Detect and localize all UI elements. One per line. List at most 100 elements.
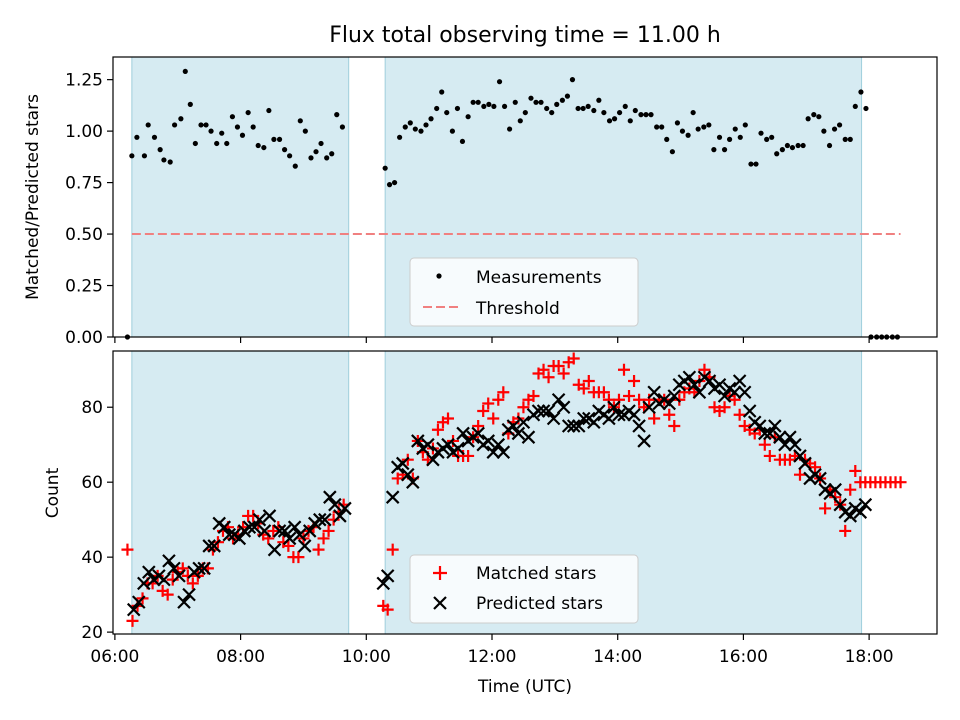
measurement-point — [292, 163, 298, 169]
matched-star-point — [527, 389, 540, 402]
measurement-point — [659, 124, 665, 130]
measurement-point — [737, 134, 743, 140]
predicted-star-point — [536, 404, 551, 418]
measurement-point — [507, 126, 513, 132]
predicted-star-point — [182, 587, 196, 602]
matched-star-point — [386, 543, 399, 556]
measurement-point — [198, 122, 204, 128]
measurement-point — [779, 147, 785, 153]
predicted-star-point — [853, 505, 868, 519]
measurement-point — [423, 122, 429, 128]
top-plot-frame — [112, 56, 938, 338]
matched-star-point — [577, 382, 590, 395]
predicted-star-point — [252, 512, 267, 527]
measurement-point — [339, 124, 346, 130]
measurement-point — [444, 109, 450, 116]
predicted-star-point — [732, 374, 747, 388]
measurement-point — [308, 155, 314, 161]
top-y-tick-label: 0.00 — [65, 328, 103, 348]
matched-star-point — [582, 374, 595, 387]
measurement-point — [496, 79, 503, 85]
measurement-point — [182, 68, 188, 75]
measurement-point — [334, 112, 340, 118]
measurement-point — [287, 153, 293, 159]
measurement-point — [554, 101, 560, 107]
top-y-ticks: 0.00 0.25 0.50 0.75 1.00 1.25 — [65, 71, 113, 348]
measurement-point — [726, 136, 733, 142]
measurement-point — [847, 136, 853, 142]
measurement-point — [616, 109, 623, 116]
measurement-point — [386, 182, 393, 188]
measurement-point — [695, 126, 701, 132]
matched-star-point — [663, 408, 676, 421]
measurement-point — [224, 140, 230, 147]
measurement-point — [852, 103, 858, 110]
measurement-point — [585, 103, 591, 110]
top-y-tick-label: 1.00 — [65, 122, 103, 142]
predicted-star-point — [471, 426, 485, 441]
measurement-point — [203, 122, 209, 128]
measurement-point — [706, 122, 712, 128]
measurement-point — [758, 130, 764, 136]
predicted-star-point — [551, 392, 566, 407]
measurement-point — [402, 124, 408, 130]
predicted-star-point — [491, 437, 506, 452]
predicted-star-point — [177, 595, 191, 609]
measurement-point — [145, 122, 151, 128]
measurement-point — [454, 105, 461, 112]
bottom-y-ticks: 20 40 60 80 — [81, 398, 113, 643]
measurement-point — [501, 103, 508, 110]
predicted-star-point — [602, 411, 616, 426]
matched-star-point — [648, 412, 661, 425]
top-shaded-interval — [131, 56, 350, 338]
measurement-point — [622, 103, 628, 110]
predicted-star-point — [692, 385, 707, 400]
predicted-star-point — [192, 561, 206, 576]
top-y-tick-label: 0.75 — [65, 174, 103, 194]
predicted-star-point — [511, 426, 526, 441]
measurement-point — [470, 99, 476, 105]
top-legend-box — [409, 257, 639, 327]
matched-star-point — [623, 389, 636, 402]
predicted-star-point — [612, 407, 626, 422]
measurement-point — [685, 132, 691, 138]
predicted-star-point — [778, 437, 792, 452]
predicted-star-point — [783, 430, 797, 444]
measurement-point — [549, 109, 555, 116]
measurement-point — [522, 109, 528, 116]
bottom-y-tick-label: 40 — [81, 548, 103, 568]
predicted-star-point — [828, 482, 842, 497]
matched-star-point — [487, 412, 500, 425]
measurement-point — [255, 142, 261, 149]
x-tick-label: 10:00 — [342, 647, 391, 667]
predicted-star-point — [506, 419, 521, 433]
predicted-star-point — [682, 370, 697, 385]
predicted-star-point — [380, 569, 395, 583]
predicted-star-point — [426, 452, 440, 467]
measurement-point — [329, 151, 335, 157]
measurement-point — [397, 134, 403, 140]
matched-star-point — [537, 363, 550, 376]
predicted-star-point — [486, 445, 501, 459]
measurement-point — [157, 147, 163, 153]
predicted-star-point — [742, 404, 757, 418]
bottom-legend-box — [409, 554, 639, 624]
matched-star-point — [698, 363, 711, 376]
measurement-point — [141, 153, 148, 159]
predicted-star-point — [282, 531, 297, 546]
predicted-star-point — [411, 434, 425, 448]
bottom-y-axis-label: Count — [43, 467, 63, 518]
predicted-star-point — [207, 539, 221, 553]
matched-star-point — [442, 412, 455, 425]
top-panel: 0.00 0.25 0.50 0.75 1.00 1.25 Matched/Predict… — [23, 56, 938, 348]
matched-star-point — [497, 386, 510, 399]
measurement-point — [784, 142, 791, 149]
measurement-point — [313, 149, 319, 155]
measurement-point — [187, 101, 193, 107]
measurement-point — [486, 101, 492, 107]
measurement-point — [580, 105, 586, 112]
x-tick-label: 16:00 — [719, 647, 768, 667]
measurement-point — [764, 136, 770, 142]
legend-matched-marker — [433, 566, 447, 580]
measurement-point — [606, 118, 613, 124]
